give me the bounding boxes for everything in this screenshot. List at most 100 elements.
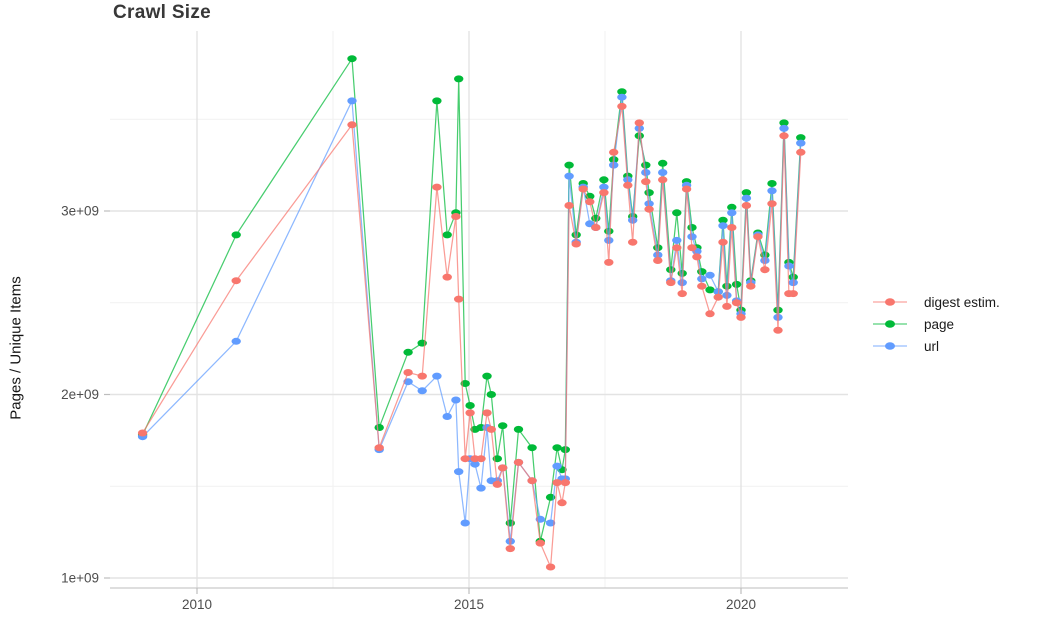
data-point-page	[617, 88, 627, 96]
data-point-digestestim	[460, 455, 470, 463]
data-point-digestestim	[560, 479, 570, 487]
data-point-url	[476, 484, 486, 492]
data-point-digestestim	[736, 313, 746, 321]
data-point-digestestim	[628, 238, 638, 246]
data-point-digestestim	[731, 299, 742, 307]
data-point-page	[731, 280, 742, 288]
data-point-page	[498, 422, 508, 430]
data-point-digestestim	[451, 213, 461, 220]
data-point-url	[460, 519, 470, 527]
data-point-digestestim	[374, 444, 384, 452]
data-point-digestestim	[722, 302, 732, 310]
data-point-digestestim	[713, 293, 723, 301]
data-point-page	[796, 134, 806, 142]
data-point-digestestim	[545, 563, 556, 571]
data-point-url	[417, 387, 427, 395]
data-point-digestestim	[585, 198, 595, 206]
data-point-page	[641, 161, 651, 169]
data-point-url	[470, 460, 480, 468]
data-point-digestestim	[442, 273, 452, 281]
data-point-page	[465, 402, 475, 409]
data-point-digestestim	[718, 238, 728, 246]
data-point-digestestim	[486, 425, 496, 433]
data-point-digestestim	[746, 282, 756, 290]
data-point-digestestim	[687, 244, 697, 252]
data-point-url	[617, 93, 627, 101]
data-point-page	[231, 231, 241, 239]
data-point-digestestim	[672, 244, 682, 252]
data-point-page	[718, 216, 728, 224]
data-point-page	[599, 176, 609, 184]
data-point-url	[545, 519, 556, 527]
data-point-digestestim	[727, 224, 737, 231]
data-point-url	[697, 275, 707, 283]
data-point-url	[741, 194, 752, 202]
data-point-url	[454, 468, 464, 476]
data-point-digestestim	[591, 224, 601, 231]
data-point-digestestim	[403, 369, 413, 376]
data-point-digestestim	[505, 545, 515, 553]
data-point-digestestim	[347, 121, 357, 129]
data-point-page	[741, 189, 752, 197]
data-point-url	[451, 396, 461, 404]
legend-item-digest: digest estim.	[872, 291, 1000, 313]
data-point-digestestim	[604, 258, 614, 266]
data-point-digestestim	[666, 279, 676, 287]
data-point-page	[687, 224, 697, 231]
data-point-page	[779, 119, 789, 127]
data-point-url	[760, 257, 770, 264]
data-point-page	[486, 391, 496, 398]
y-tick-label: 2e+09	[61, 387, 99, 402]
data-point-page	[658, 159, 668, 167]
data-point-digestestim	[578, 185, 588, 193]
data-point-page	[672, 209, 682, 217]
data-point-page	[564, 161, 574, 169]
legend-key-page-icon	[873, 320, 907, 328]
data-point-page	[666, 266, 676, 274]
data-point-digestestim	[760, 266, 770, 274]
data-point-url	[231, 337, 241, 345]
data-point-page	[442, 231, 452, 239]
data-point-digestestim	[617, 102, 627, 110]
data-point-page	[644, 189, 654, 197]
data-point-digestestim	[557, 499, 567, 507]
data-point-digestestim	[454, 295, 464, 303]
data-point-url	[779, 124, 789, 132]
data-point-url	[641, 169, 651, 176]
legend-item-page: page	[872, 313, 1000, 335]
legend-label-digest: digest estim.	[924, 294, 1000, 310]
legend-key-url-icon	[873, 342, 907, 350]
data-point-digestestim	[796, 148, 806, 156]
data-point-digestestim	[741, 202, 752, 209]
y-axis-title: Pages / Unique Items	[7, 276, 25, 420]
data-point-digestestim	[788, 290, 798, 298]
data-point-digestestim	[609, 148, 619, 156]
data-point-digestestim	[571, 240, 581, 248]
data-point-digestestim	[641, 178, 651, 186]
data-point-url	[687, 233, 697, 241]
data-point-digestestim	[417, 372, 427, 380]
data-point-url	[658, 169, 668, 176]
data-point-page	[705, 286, 715, 294]
data-point-url	[722, 291, 732, 299]
data-point-page	[513, 425, 524, 433]
data-point-digestestim	[527, 477, 537, 485]
data-point-url	[727, 209, 737, 217]
data-point-digestestim	[653, 257, 663, 264]
legend-item-url: url	[872, 335, 1000, 357]
data-point-url	[767, 187, 777, 195]
y-tick-label: 3e+09	[61, 204, 99, 219]
data-point-url	[672, 236, 682, 244]
x-tick-label: 2010	[182, 597, 212, 612]
data-point-url	[705, 271, 715, 279]
data-point-digestestim	[552, 479, 562, 487]
legend: digest estim. page url	[872, 291, 1000, 357]
data-point-url	[718, 222, 728, 230]
data-point-url	[432, 372, 442, 380]
data-point-digestestim	[513, 458, 524, 466]
data-point-url	[552, 462, 562, 470]
data-point-digestestim	[705, 310, 715, 318]
data-point-digestestim	[432, 183, 442, 191]
legend-label-page: page	[924, 316, 955, 332]
